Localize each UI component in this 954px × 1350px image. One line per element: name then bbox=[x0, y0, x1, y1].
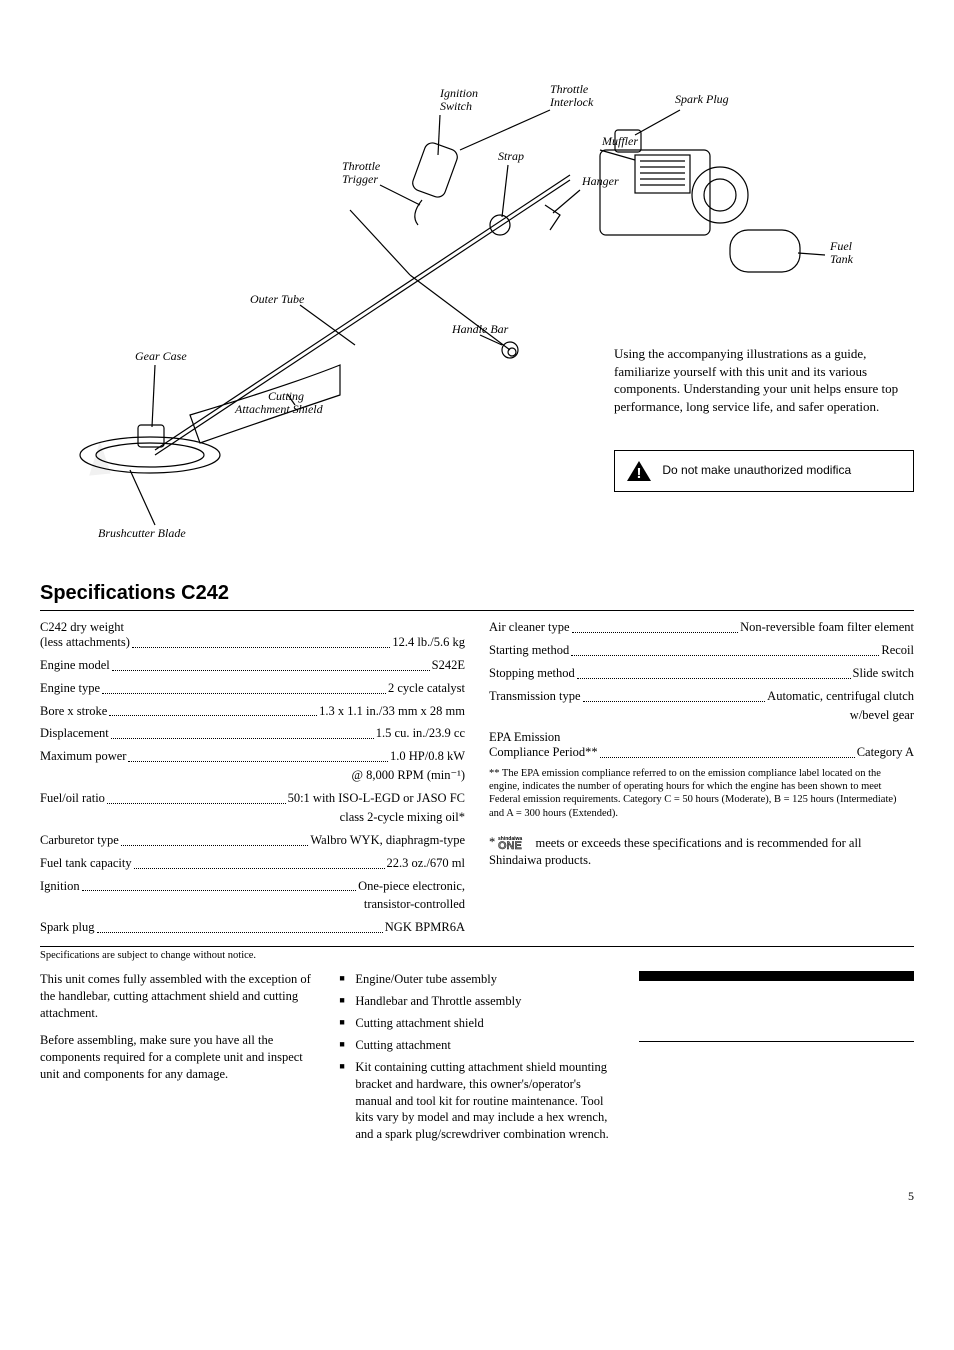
svg-text:Spark Plug: Spark Plug bbox=[675, 92, 729, 106]
shindaiwa-one-logo-icon: shindaiwa ONE bbox=[498, 834, 532, 850]
svg-text:Handle Bar: Handle Bar bbox=[451, 322, 509, 336]
black-bar bbox=[639, 971, 914, 981]
diagram-intro-text: Using the accompanying illustrations as … bbox=[614, 345, 914, 415]
list-item: Engine/Outer tube assembly bbox=[339, 971, 614, 988]
divider bbox=[40, 946, 914, 947]
warning-box: ! Do not make unauthorized modifica bbox=[614, 450, 914, 492]
svg-text:Strap: Strap bbox=[498, 149, 524, 163]
list-item: Handlebar and Throttle assembly bbox=[339, 993, 614, 1010]
lower-columns: This unit comes fully assembled with the… bbox=[40, 971, 914, 1148]
svg-text:Gear Case: Gear Case bbox=[135, 349, 187, 363]
warning-text: Do not make unauthorized modifica bbox=[662, 463, 851, 477]
dot-leader bbox=[132, 647, 391, 648]
spec-label: (less attachments) bbox=[40, 634, 130, 651]
product-diagram: IgnitionSwitch ThrottleInterlock Spark P… bbox=[40, 55, 914, 555]
specs-left: C242 dry weight (less attachments) 12.4 … bbox=[40, 619, 465, 942]
specs-right: Air cleaner typeNon-reversible foam filt… bbox=[489, 619, 914, 942]
svg-text:ThrottleTrigger: ThrottleTrigger bbox=[342, 159, 381, 186]
spec-value: 12.4 lb./5.6 kg bbox=[392, 634, 465, 651]
list-item: Cutting attachment shield bbox=[339, 1015, 614, 1032]
component-list: Engine/Outer tube assembly Handlebar and … bbox=[339, 971, 614, 1143]
lower-col-3 bbox=[639, 971, 914, 1148]
svg-text:Outer Tube: Outer Tube bbox=[250, 292, 305, 306]
thin-divider bbox=[639, 1041, 914, 1042]
page-number: 5 bbox=[40, 1188, 914, 1204]
spec-heading: Specifications C242 bbox=[40, 580, 914, 611]
oil-note: * shindaiwa ONE meets or exceeds these s… bbox=[489, 834, 914, 869]
svg-text:Hanger: Hanger bbox=[581, 174, 619, 188]
subject-note: Specifications are subject to change wit… bbox=[40, 949, 914, 963]
svg-text:FuelTank: FuelTank bbox=[829, 239, 854, 266]
svg-text:ONE: ONE bbox=[498, 840, 522, 850]
lower-col-1: This unit comes fully assembled with the… bbox=[40, 971, 315, 1148]
warning-icon: ! bbox=[625, 459, 653, 483]
svg-text:ThrottleInterlock: ThrottleInterlock bbox=[549, 82, 594, 109]
list-item: Cutting attachment bbox=[339, 1037, 614, 1054]
list-item: Kit containing cutting attachment shield… bbox=[339, 1059, 614, 1143]
epa-footnote: ** The EPA emission compliance referred … bbox=[489, 767, 914, 820]
svg-text:!: ! bbox=[637, 465, 642, 482]
svg-text:Brushcutter Blade: Brushcutter Blade bbox=[98, 526, 186, 540]
lower-col-2: Engine/Outer tube assembly Handlebar and … bbox=[339, 971, 614, 1148]
specs-columns: C242 dry weight (less attachments) 12.4 … bbox=[40, 619, 914, 942]
spec-row: C242 dry weight (less attachments) 12.4 … bbox=[40, 619, 465, 651]
svg-text:Muffler: Muffler bbox=[601, 134, 638, 148]
svg-text:IgnitionSwitch: IgnitionSwitch bbox=[439, 86, 478, 113]
